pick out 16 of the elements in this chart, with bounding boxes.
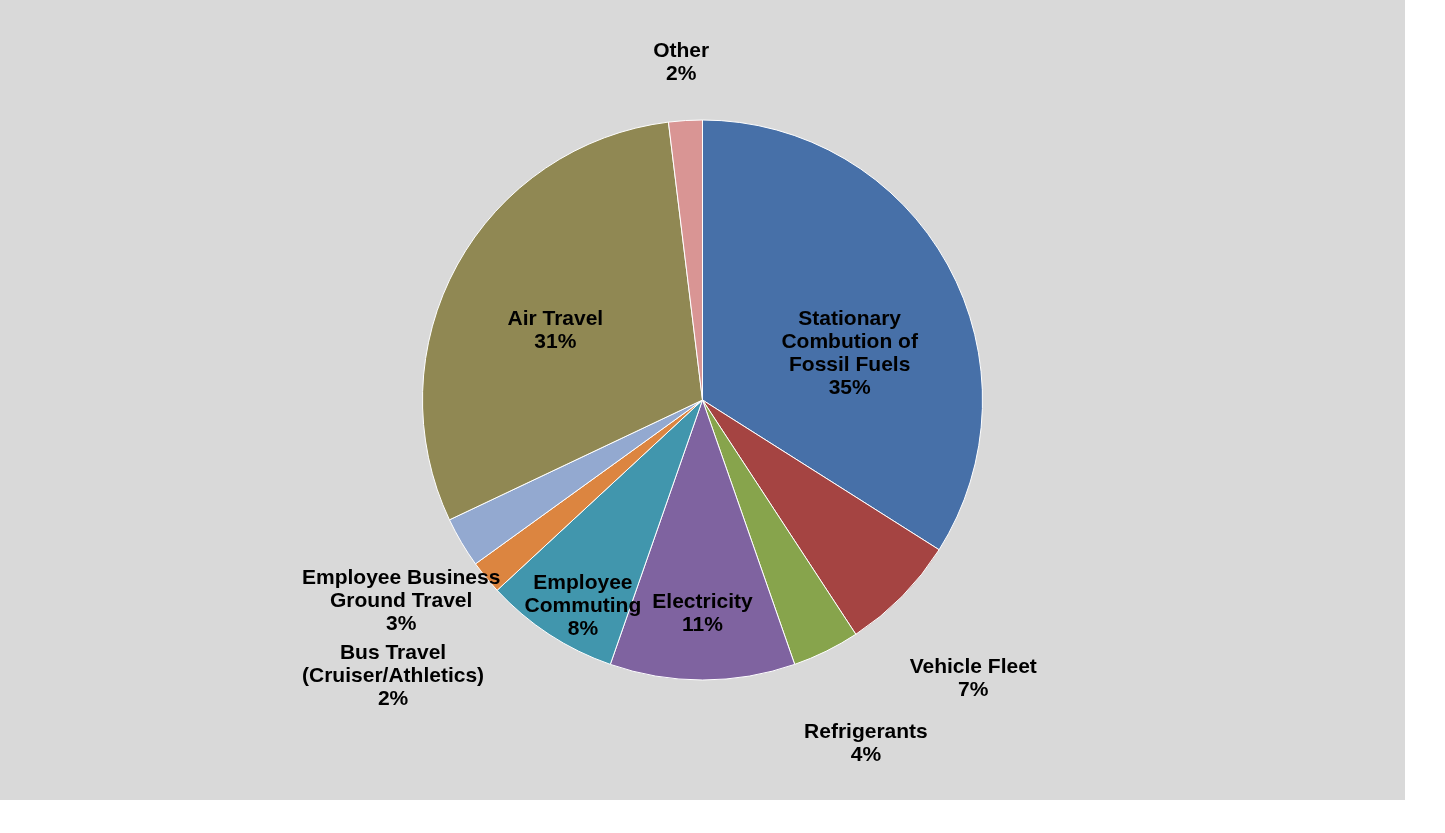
- data-label: 11%: [682, 611, 724, 635]
- data-label: 31%: [534, 328, 577, 352]
- slice-label: Stationary Combution of Fossil Fuels: [781, 305, 919, 375]
- data-label: 7%: [958, 676, 989, 700]
- data-label: 35%: [828, 374, 872, 398]
- slice-label: Other: [653, 37, 710, 61]
- slice-label: Bus Travel (Cruiser/Athletics): [302, 640, 485, 687]
- slice-label: Refrigerants: [804, 718, 928, 742]
- data-label: 2%: [377, 686, 409, 710]
- data-label: 4%: [850, 741, 882, 765]
- data-label: 8%: [567, 615, 599, 639]
- slice-label: Electricity: [652, 588, 754, 612]
- data-label: 3%: [386, 611, 417, 635]
- slice-label: Vehicle Fleet: [909, 653, 1037, 677]
- data-label: 2%: [665, 60, 697, 84]
- slice-label: Air Travel: [507, 305, 604, 329]
